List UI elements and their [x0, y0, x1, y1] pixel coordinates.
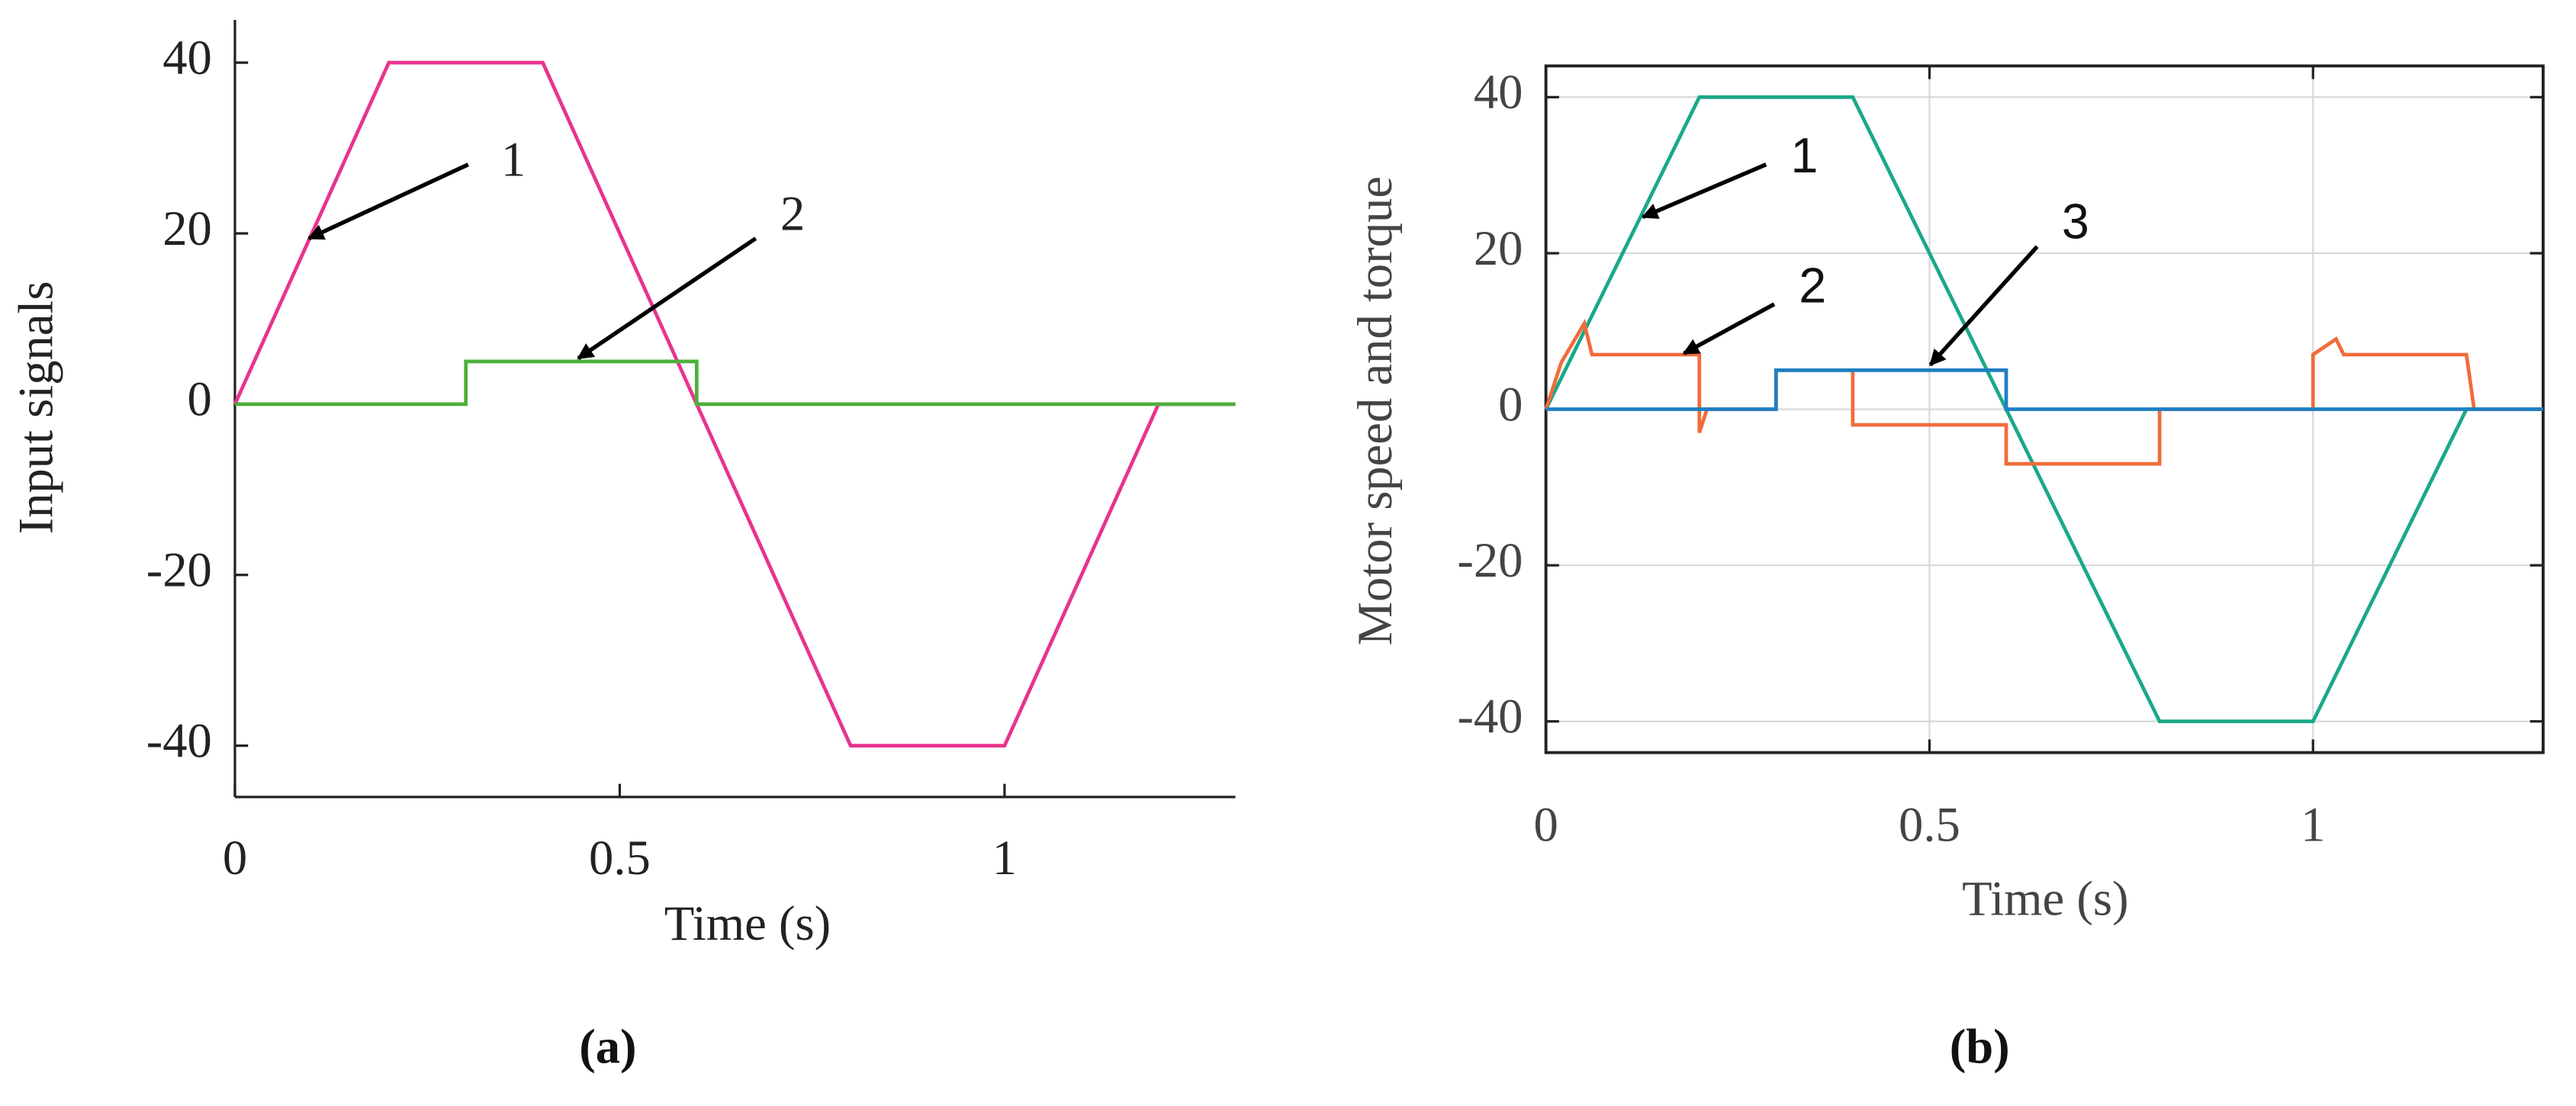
y-tick-label: 20: [1474, 220, 1523, 275]
x-axis-label: Time (s): [1962, 871, 2128, 927]
x-tick-label: 0: [223, 830, 247, 885]
annotation-arrow: [1682, 302, 1776, 355]
annotation-label: 2: [1799, 258, 1826, 313]
x-axis-label: Time (s): [664, 895, 831, 951]
y-tick-label: 0: [1498, 376, 1523, 431]
y-tick-label: -20: [146, 542, 212, 597]
x-tick-label: 1: [992, 830, 1017, 885]
y-tick-label: -40: [146, 712, 212, 767]
annotation-arrow: [577, 236, 757, 361]
y-tick-label: 40: [1474, 64, 1523, 119]
annotation-label: 3: [2062, 194, 2089, 249]
chart: 40 20 0 -20 -40 0 0.5 1 1 2 Time (s) Input signals (…: [8, 20, 1236, 1074]
y-axis-label: Input signals: [8, 281, 63, 534]
annotation-label: 1: [1791, 128, 1819, 183]
y-tick-label: -40: [1457, 689, 1523, 744]
x-tick-label: 0: [1533, 797, 1558, 852]
caption: (b): [1950, 1018, 2010, 1074]
series-line: [1545, 368, 2543, 411]
annotation-arrow: [1928, 245, 2039, 367]
series-line: [1544, 318, 2543, 466]
series-line: [234, 359, 1236, 407]
y-tick-label: 0: [188, 371, 212, 426]
x-tick-label: 0.5: [589, 830, 651, 885]
x-tick-label: 1: [2301, 797, 2325, 852]
x-tick-label: 0.5: [1899, 797, 1960, 852]
y-axis-label: Motor speed and torque: [1347, 176, 1402, 645]
annotation-label: 2: [780, 186, 805, 241]
y-tick-label: 20: [162, 201, 212, 256]
annotation-arrow: [1641, 162, 1767, 220]
annotation-arrow: [307, 162, 469, 241]
y-tick-label: 40: [162, 30, 212, 85]
y-tick-label: -20: [1457, 532, 1523, 587]
caption: (a): [579, 1018, 636, 1074]
annotation-label: 1: [501, 131, 526, 186]
